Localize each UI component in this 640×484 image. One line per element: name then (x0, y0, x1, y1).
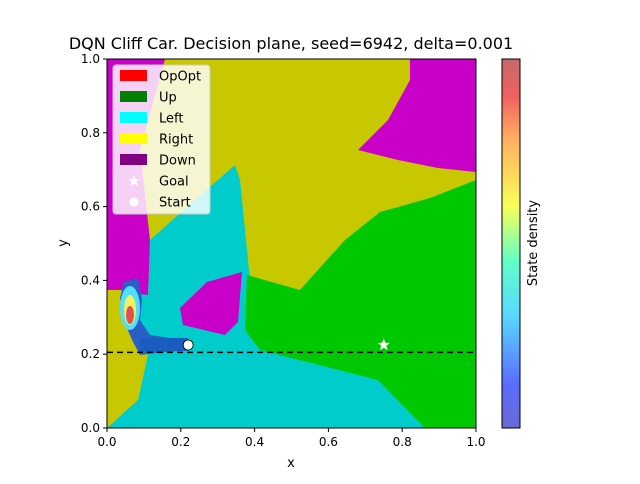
y-tick-label: 0.4 (81, 273, 100, 287)
legend-start-circle-icon (129, 197, 139, 207)
x-tick-label: 0.6 (319, 435, 338, 449)
y-tick-label: 0.2 (81, 347, 100, 361)
goal-star-icon (377, 338, 390, 351)
colorbar-label: State density (526, 200, 541, 287)
y-tick-label: 0.8 (81, 126, 100, 140)
legend-label-up: Up (159, 91, 177, 106)
x-tick-label: 1.0 (466, 435, 485, 449)
legend-label-down: Down (159, 154, 196, 169)
y-axis-ticks: 0.0 0.2 0.4 0.6 0.8 1.0 (81, 52, 107, 435)
y-tick-label: 1.0 (81, 52, 100, 66)
region-down-topright (358, 59, 476, 172)
y-axis-label: y (56, 239, 71, 247)
density-trail (140, 338, 188, 351)
density-blob-red (126, 306, 134, 324)
legend-label-goal: Goal (159, 175, 189, 190)
x-tick-label: 0.4 (245, 435, 264, 449)
region-down-island (180, 272, 242, 335)
x-tick-label: 0.8 (393, 435, 412, 449)
x-tick-label: 0.0 (97, 435, 116, 449)
legend-label-opopt: OpOpt (159, 70, 201, 85)
markers (182, 338, 390, 351)
colorbar (501, 58, 521, 429)
legend: OpOpt Up Left Right Down Goal Start (112, 64, 211, 215)
legend-goal-star-icon (128, 175, 140, 186)
y-tick-label: 0.0 (81, 421, 100, 435)
x-axis-label: x (287, 456, 295, 471)
legend-swatch-up (120, 91, 147, 102)
chart-title: DQN Cliff Car. Decision plane, seed=6942… (69, 34, 513, 53)
region-up-right (245, 180, 476, 428)
legend-box (112, 64, 211, 215)
legend-swatch-down (120, 154, 147, 165)
legend-swatch-right (120, 133, 147, 144)
plot-frame (106, 58, 477, 429)
legend-swatch-left (120, 112, 147, 123)
y-tick-label: 0.6 (81, 200, 100, 214)
legend-label-left: Left (159, 112, 183, 127)
state-density (120, 278, 190, 355)
legend-label-right: Right (159, 133, 193, 148)
legend-swatch-opopt (120, 70, 147, 81)
x-tick-label: 0.2 (171, 435, 190, 449)
legend-label-start: Start (159, 196, 191, 211)
start-circle-icon (182, 339, 194, 351)
decision-regions (107, 59, 476, 428)
x-axis-ticks: 0.0 0.2 0.4 0.6 0.8 1.0 (97, 428, 486, 449)
